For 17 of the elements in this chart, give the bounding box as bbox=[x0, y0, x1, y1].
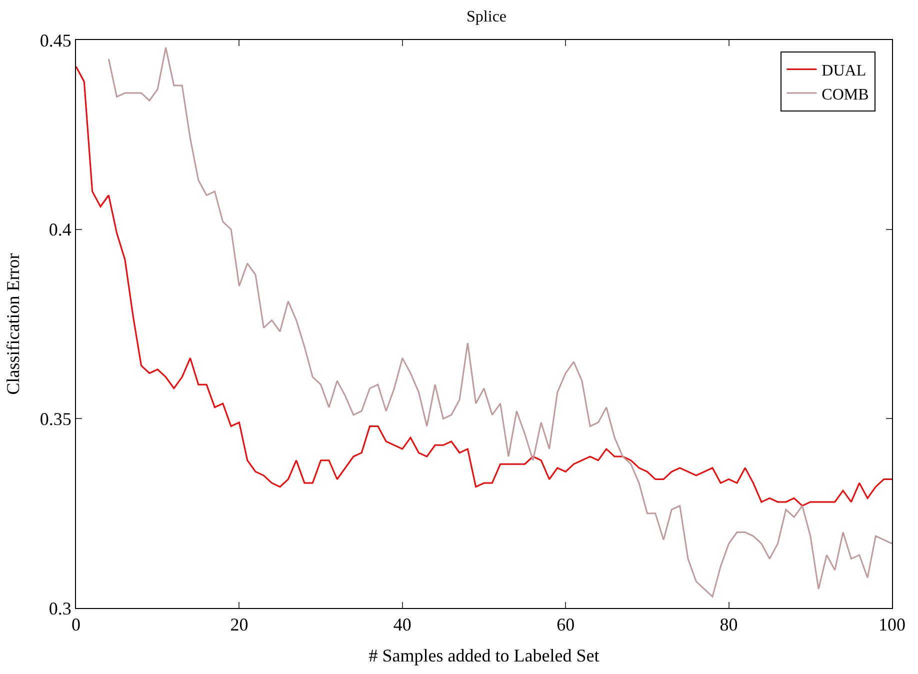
x-axis-title: # Samples added to Labeled Set bbox=[368, 646, 600, 666]
legend-label: DUAL bbox=[822, 62, 866, 80]
x-tick-label: 20 bbox=[230, 614, 248, 635]
legend-label: COMB bbox=[822, 86, 869, 104]
y-tick-label: 0.35 bbox=[40, 408, 72, 429]
line-series bbox=[76, 66, 892, 507]
x-tick-label: 80 bbox=[720, 614, 738, 635]
y-tick-label: 0.3 bbox=[48, 598, 72, 618]
x-tick-label: 40 bbox=[393, 614, 412, 635]
x-tick-label: 100 bbox=[878, 614, 906, 635]
x-tick-label: 60 bbox=[556, 614, 575, 635]
x-tick-label: 0 bbox=[72, 614, 80, 635]
line-series bbox=[108, 46, 892, 598]
y-tick-label: 0.45 bbox=[40, 30, 72, 50]
y-axis-title: Classification Error bbox=[3, 253, 24, 395]
y-tick-label: 0.4 bbox=[48, 220, 72, 240]
chart-title: Splice bbox=[466, 8, 507, 26]
